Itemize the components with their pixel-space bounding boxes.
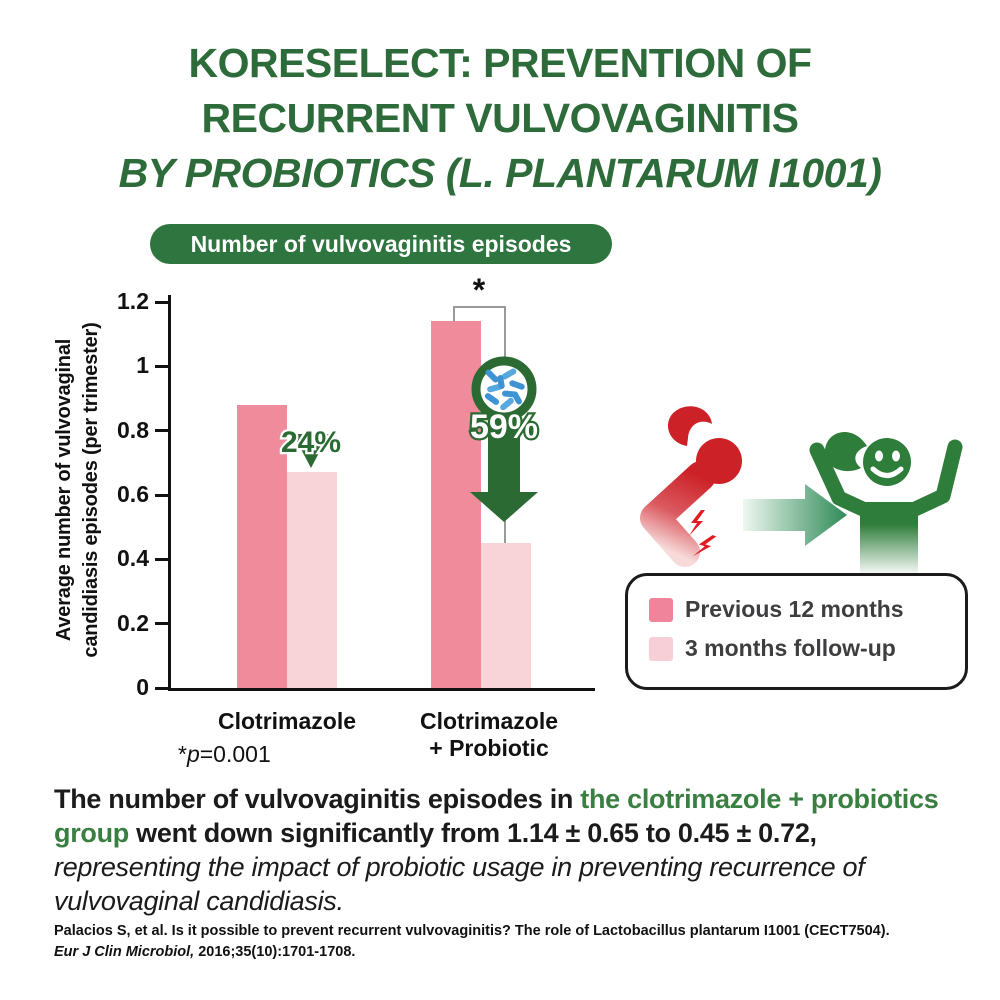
happy-woman-icon	[809, 432, 963, 574]
y-axis-title-line-1: Average number of vulvovaginal	[53, 338, 75, 642]
chart-title-badge: Number of vulvovaginitis episodes	[150, 224, 612, 264]
reduction-24-label: 24%	[281, 426, 341, 459]
significance-star: *	[472, 272, 486, 308]
title-line-3: BY PROBIOTICS (L. PLANTARUM I1001)	[118, 150, 882, 196]
legend-item-3-months-follow-up: 3 months follow-up	[649, 635, 896, 662]
y-tick-label: 0.6	[117, 481, 149, 507]
significance-bracket-top-line	[453, 306, 506, 308]
y-tick	[155, 622, 168, 626]
sick-woman-icon	[640, 406, 742, 567]
x-label-clotrimazole-probiotic: Clotrimazole + Probiotic	[419, 708, 559, 761]
title-line-1: KORESELECT: PREVENTION OF	[188, 40, 812, 86]
y-tick	[155, 557, 168, 561]
y-tick-label: 0.4	[117, 545, 149, 572]
bar-followup-group2	[481, 543, 531, 688]
pain-bolts-icon	[689, 510, 717, 557]
bar-previous-group1	[237, 405, 287, 688]
legend-swatch-light-pink	[649, 636, 673, 661]
p-value-note: *p=0.001	[178, 741, 271, 767]
y-tick-label: 0	[136, 674, 149, 700]
summary-paragraph: The number of vulvovaginitis episodes in…	[54, 782, 969, 918]
citation: Palacios S, et al. Is it possible to pre…	[54, 921, 994, 963]
before-after-graphic	[640, 406, 963, 574]
big-down-arrow-head	[470, 492, 538, 522]
y-tick-label: 0.2	[117, 609, 149, 636]
citation-line-1: Palacios S, et al. Is it possible to pre…	[54, 923, 890, 939]
legend-item-previous-12-months: Previous 12 months	[649, 596, 904, 623]
title-line-2: RECURRENT VULVOVAGINITIS	[201, 95, 799, 141]
y-tick	[155, 429, 168, 433]
bacteria-icon	[484, 368, 525, 411]
reduction-59-label: 59%	[470, 408, 538, 446]
reduction-59-annotation: 59%	[468, 356, 540, 522]
transition-arrow-icon	[743, 484, 847, 546]
smiley-face-icon	[870, 450, 904, 478]
y-tick	[155, 493, 168, 497]
legend-label: Previous 12 months	[685, 596, 904, 622]
summary-highlight-green: the clotrimazole + probiotics group	[54, 784, 939, 848]
y-tick	[155, 300, 168, 304]
chart-title-badge-label: Number of vulvovaginitis episodes	[190, 230, 572, 257]
page-title: KORESELECT: PREVENTION OF RECURRENT VULV…	[0, 36, 1000, 201]
summary-italic-line: representing the impact of probiotic usa…	[54, 852, 865, 916]
y-tick-label: 1	[136, 352, 149, 379]
big-down-arrow-shaft	[488, 412, 520, 494]
significance-bracket-left-line	[453, 306, 455, 322]
legend-swatch-dark-pink	[649, 597, 673, 622]
y-tick	[155, 364, 168, 368]
small-down-arrow-icon	[293, 434, 329, 468]
plot-area: 0 0.2 0.4 0.6 0.8 1 1.2	[117, 288, 595, 700]
citation-line-2: Eur J Clin Microbiol, 2016;35(10):1701-1…	[54, 944, 356, 960]
x-label-clotrimazole: Clotrimazole	[217, 708, 357, 734]
reduction-24-annotation: 24%	[279, 424, 343, 468]
y-tick-label: 1.2	[117, 288, 149, 314]
y-tick	[155, 686, 168, 690]
bar-followup-group1	[287, 472, 337, 688]
y-tick-label: 0.8	[117, 416, 149, 443]
legend: Previous 12 months 3 months follow-up	[625, 573, 968, 690]
legend-label: 3 months follow-up	[685, 635, 896, 661]
